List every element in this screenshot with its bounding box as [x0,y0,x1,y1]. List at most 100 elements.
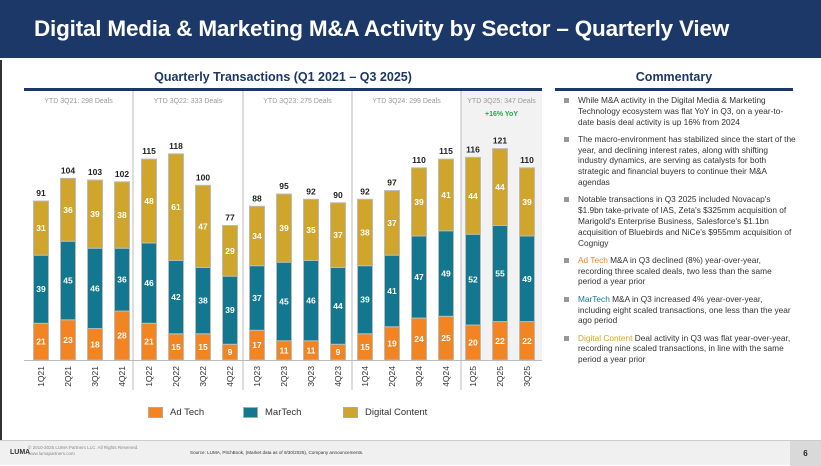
commentary-item: MarTech M&A in Q3 increased 4% year-over… [562,294,797,326]
bar-segment [411,167,427,237]
total-label: 115 [142,146,156,156]
total-label: 116 [466,144,480,154]
segment-label: 47 [414,272,424,282]
bar-segment [357,198,373,267]
stacked-bar-chart: YTD 3Q21: 298 Deals YTD 3Q22: 333 Deals YT… [24,91,542,390]
bullet-icon [564,335,569,341]
x-tick-label: 3Q23 [306,366,316,387]
commentary-title-rule [555,88,793,91]
segment-label: 39 [225,305,235,315]
total-label: 121 [493,136,507,146]
total-label: 97 [387,178,397,188]
legend-swatch [243,407,258,418]
segment-label: 44 [468,191,478,201]
x-tick-label: 1Q25 [468,366,478,387]
total-label: 92 [306,186,316,196]
segment-label: 15 [171,342,181,352]
segment-label: 38 [117,210,127,220]
segment-label: 31 [36,223,46,233]
chart-title-rule [24,88,542,91]
total-label: 91 [36,188,46,198]
segment-label: 9 [336,347,341,357]
x-tick-label: 1Q21 [36,366,46,387]
segment-label: 52 [468,275,478,285]
bar-segment [384,190,400,256]
x-tick-label: 3Q24 [414,366,424,387]
commentary-item: While M&A activity in the Digital Media … [562,95,797,127]
segment-label: 46 [306,296,316,306]
bar-segment [492,148,508,226]
segment-label: 44 [495,182,505,192]
segment-label: 21 [36,337,46,347]
total-label: 110 [520,155,534,165]
segment-label: 42 [171,292,181,302]
segment-label: 41 [441,190,451,200]
segment-label: 18 [90,339,100,349]
bullet-icon [564,257,569,263]
segment-label: 39 [90,209,100,219]
legend-item-ad-tech: Ad Tech [148,407,204,418]
x-tick-label: 2Q25 [495,366,505,387]
page-number: 6 [790,441,821,466]
commentary-item: Notable transactions in Q3 2025 included… [562,194,797,248]
segment-label: 11 [307,345,316,355]
x-tick-label: 2Q23 [279,366,289,387]
left-border [0,60,2,440]
segment-label: 36 [63,205,73,215]
yoy-note: +16% YoY [485,111,518,118]
segment-label: 39 [36,284,46,294]
total-label: 100 [196,172,210,182]
bar-segment [114,181,130,249]
bar-segment [519,167,535,237]
bar-segment [222,224,238,277]
segment-label: 37 [387,218,397,228]
segment-label: 29 [225,246,235,256]
bar-segment [33,200,49,256]
segment-label: 34 [252,231,262,241]
commentary-title: Commentary [635,70,713,84]
segment-label: 15 [360,342,370,352]
x-tick-label: 2Q24 [387,366,397,387]
segment-label: 45 [63,276,73,286]
total-label: 92 [360,186,370,196]
segment-label: 49 [522,274,532,284]
x-tick-label: 3Q21 [90,366,100,387]
segment-label: 61 [171,202,181,212]
ytd-label: YTD 3Q21: 298 Deals [44,98,113,105]
ytd-label: YTD 3Q24: 299 Deals [372,98,441,105]
ytd-label: YTD 3Q25: 347 Deals [467,98,536,105]
x-tick-label: 2Q22 [171,366,181,387]
segment-label: 55 [495,269,505,279]
total-label: 110 [412,155,426,165]
segment-label: 46 [144,278,154,288]
commentary-item: The macro-environment has stabilized sin… [562,134,797,188]
x-tick-label: 4Q24 [441,366,451,387]
bullet-icon [564,296,569,302]
segment-label: 38 [360,227,370,237]
page-title: Digital Media & Marketing M&A Activity b… [34,16,730,41]
bar-segment [195,184,211,268]
bullet-icon [564,136,569,142]
total-label: 88 [252,193,262,203]
segment-label: 47 [198,221,208,231]
segment-label: 21 [144,337,154,347]
segment-label: 11 [280,345,289,355]
segment-label: 23 [63,335,73,345]
x-tick-label: 3Q25 [522,366,532,387]
bar-segment [60,177,76,242]
segment-label: 37 [252,293,262,303]
commentary-item: Ad Tech M&A in Q3 declined (8%) year-ove… [562,255,797,287]
segment-label: 48 [144,196,154,206]
bar-segment [87,179,103,249]
segment-label: 39 [360,295,370,305]
segment-label: 38 [198,296,208,306]
total-label: 90 [333,190,343,200]
bar-segment [276,193,292,263]
commentary-item: Digital Content Deal activity in Q3 was … [562,333,797,365]
segment-label: 41 [387,286,397,296]
segment-label: 44 [333,301,343,311]
luma-logo: LUMA [10,449,31,456]
segment-label: 28 [117,331,127,341]
segment-label: 24 [414,334,424,344]
bar-segment [168,153,184,261]
